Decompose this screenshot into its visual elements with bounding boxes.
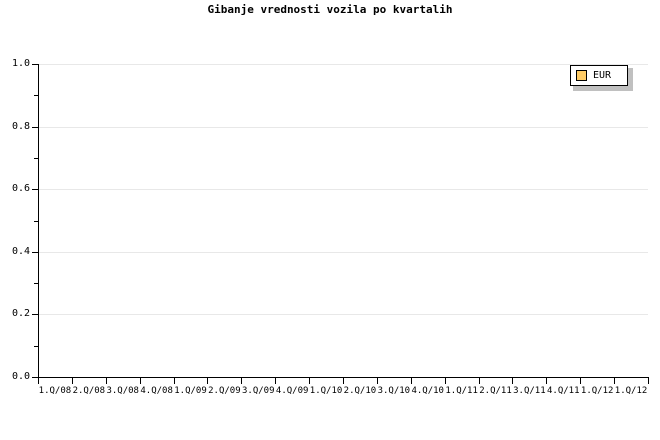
- x-axis-tick: [38, 378, 39, 384]
- x-axis-label: 4.Q/08: [140, 386, 173, 396]
- y-axis-label-wrap: 0.0: [0, 371, 30, 383]
- x-axis-label: 2.Q/10: [343, 386, 377, 396]
- plot-area: [38, 64, 648, 378]
- y-axis-line: [38, 64, 39, 378]
- x-axis-label: 3.Q/11: [513, 386, 546, 396]
- legend-color-swatch-eur: [576, 70, 587, 81]
- x-axis-tick: [72, 378, 73, 384]
- gridline-y: [38, 314, 648, 316]
- y-axis-tick-minor: [34, 157, 38, 159]
- x-axis-tick: [275, 378, 276, 384]
- x-axis-label: 2.Q/11: [479, 386, 512, 396]
- x-axis-tick: [546, 378, 547, 384]
- x-axis-tick: [614, 378, 615, 384]
- y-axis-label: 0.4: [11, 245, 30, 257]
- x-axis-label: 1.Q/08: [38, 386, 72, 396]
- y-axis-tick-major: [32, 251, 38, 253]
- y-axis-tick-major: [32, 314, 38, 316]
- x-axis-line: [38, 377, 649, 378]
- x-axis-label: 1.Q/12: [614, 386, 648, 396]
- y-axis-label: 0.6: [11, 183, 30, 195]
- y-axis-tick-major: [32, 189, 38, 191]
- y-axis-tick-minor: [34, 220, 38, 222]
- x-axis-tick: [207, 378, 208, 384]
- x-axis-tick: [174, 378, 175, 384]
- y-axis-tick-minor: [34, 283, 38, 285]
- x-axis-tick: [411, 378, 412, 384]
- x-axis-tick: [377, 378, 378, 384]
- x-axis-label: 1.Q/11: [445, 386, 478, 396]
- gridline-y: [38, 189, 648, 191]
- y-axis-label-wrap: 0.6: [0, 183, 30, 195]
- y-axis-tick-major: [32, 64, 38, 65]
- y-axis-tick-minor: [34, 95, 38, 97]
- legend-label-eur: EUR: [593, 70, 612, 81]
- x-axis-tick: [580, 378, 581, 384]
- x-axis-tick: [445, 378, 446, 384]
- x-axis-tick: [648, 378, 649, 384]
- y-axis-tick-major: [32, 126, 38, 128]
- x-axis-label: 2.Q/08: [72, 386, 106, 396]
- x-axis-label: 3.Q/08: [106, 386, 139, 396]
- x-axis-label: 1.Q/10: [309, 386, 343, 396]
- x-axis-label: 1.Q/09: [174, 386, 207, 396]
- x-axis-label: 4.Q/09: [275, 386, 309, 396]
- x-axis-tick: [479, 378, 480, 384]
- x-axis-label: 3.Q/10: [377, 386, 411, 396]
- y-axis-tick-major: [32, 377, 38, 378]
- gridline-y: [38, 64, 648, 65]
- y-axis-label: 0.0: [11, 371, 30, 382]
- chart-legend[interactable]: EUR: [570, 65, 628, 86]
- x-axis-label: 1.Q/12: [580, 386, 614, 396]
- x-axis-tick: [343, 378, 344, 384]
- x-axis-tick: [512, 378, 513, 384]
- x-axis-tick: [241, 378, 242, 384]
- chart-title: Gibanje vrednosti vozila po kvartalih: [207, 3, 453, 16]
- gridline-y: [38, 251, 648, 253]
- y-axis-label: 1.0: [11, 58, 30, 69]
- gridline-y: [38, 126, 648, 128]
- x-axis-tick: [309, 378, 310, 384]
- y-axis-label-wrap: 0.2: [0, 308, 30, 320]
- y-axis-tick-minor: [34, 345, 38, 347]
- y-axis-label: 0.2: [11, 308, 30, 320]
- y-axis-label: 0.8: [11, 120, 30, 132]
- x-axis-label: 4.Q/11: [547, 386, 580, 396]
- x-axis-label: 3.Q/09: [242, 386, 275, 396]
- x-axis-tick: [106, 378, 107, 384]
- y-axis-label-wrap: 1.0: [0, 58, 30, 70]
- x-axis-tick: [140, 378, 141, 384]
- y-axis-label-wrap: 0.8: [0, 121, 30, 133]
- x-axis-label: 4.Q/10: [411, 386, 444, 396]
- y-axis-label-wrap: 0.4: [0, 246, 30, 258]
- x-axis-label: 2.Q/09: [208, 386, 241, 396]
